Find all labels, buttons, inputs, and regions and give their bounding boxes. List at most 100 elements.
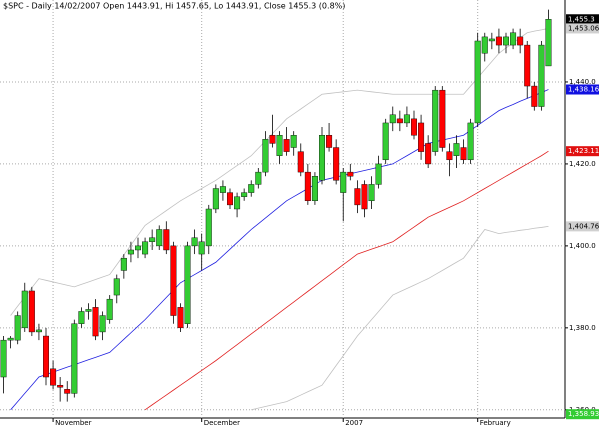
- candle-body: [170, 245, 177, 316]
- candle-body: [517, 36, 524, 46]
- candle-body: [163, 229, 170, 251]
- candle-body: [212, 188, 219, 210]
- candle-body: [269, 135, 276, 144]
- x-tick-label: 2007: [345, 419, 363, 427]
- candle-body: [311, 176, 318, 202]
- candle-body: [134, 245, 141, 251]
- candle-body: [64, 389, 71, 394]
- candle-body: [368, 184, 375, 202]
- candle-body: [50, 368, 57, 386]
- candle-body: [248, 184, 255, 193]
- axis-badge: [566, 146, 599, 157]
- candle-body: [304, 171, 311, 202]
- candle-body: [382, 122, 389, 161]
- candle-body: [403, 114, 410, 124]
- candle-body: [389, 114, 396, 124]
- axis-badge: [566, 409, 599, 420]
- indicator-line: [144, 150, 549, 411]
- candle-body: [184, 245, 191, 324]
- y-tick-label: 1,380.0: [569, 324, 596, 332]
- badge-label: 1,423.11: [568, 147, 599, 155]
- candle-body: [474, 40, 481, 124]
- candle-body: [120, 257, 127, 271]
- candle-body: [495, 36, 502, 46]
- candle-body: [43, 335, 50, 378]
- indicator-line: [10, 28, 549, 316]
- candle-body: [425, 143, 432, 165]
- candle-body: [361, 184, 368, 210]
- candle-body: [481, 36, 488, 54]
- candle-body: [191, 237, 198, 247]
- candle-body: [14, 315, 21, 341]
- candle-body: [510, 32, 517, 46]
- badge-label: 1,455.3: [568, 15, 595, 23]
- axis-badge: [566, 221, 599, 232]
- badge-label: 1,404.76: [568, 222, 600, 230]
- candle-body: [340, 171, 347, 193]
- candle-body: [226, 192, 233, 206]
- candle-body: [7, 337, 14, 341]
- candle-body: [177, 307, 184, 329]
- candle-body: [85, 309, 92, 312]
- candle-body: [326, 135, 333, 148]
- y-tick-label: 1,440.0: [569, 78, 596, 86]
- candle-body: [255, 171, 262, 185]
- candle-body: [0, 339, 7, 378]
- candle-body: [418, 122, 425, 152]
- candle-body: [545, 19, 552, 67]
- candle-body: [333, 147, 340, 181]
- indicator-line: [10, 89, 549, 411]
- candle-body: [198, 241, 205, 255]
- candle-body: [219, 186, 226, 193]
- axis-badge: [566, 84, 599, 95]
- candle-body: [149, 237, 156, 242]
- x-tick-label: November: [55, 419, 92, 427]
- candle-body: [276, 135, 283, 156]
- chart-title: $SPC - Daily 14/02/2007 Open 1443.91, Hi…: [3, 2, 345, 11]
- candle-body: [106, 298, 113, 320]
- candle-body: [113, 278, 120, 296]
- candle-body: [35, 329, 42, 333]
- indicator-line: [251, 225, 549, 411]
- candle-body: [396, 118, 403, 124]
- candle-body: [262, 139, 269, 173]
- candle-body: [71, 323, 78, 394]
- candle-body: [205, 208, 212, 247]
- candle-body: [439, 89, 446, 148]
- candle-body: [319, 135, 326, 181]
- candle-body: [92, 307, 99, 337]
- candle-body: [488, 38, 495, 42]
- candle-body: [446, 151, 453, 161]
- candle-body: [432, 89, 439, 152]
- x-tick-label: December: [204, 419, 240, 427]
- candle-body: [538, 44, 545, 107]
- candle-body: [283, 139, 290, 152]
- candle-body: [297, 151, 304, 173]
- badge-label: 1,358.93: [568, 410, 599, 418]
- candle-body: [21, 290, 28, 329]
- candle-body: [411, 118, 418, 136]
- candle-body: [234, 196, 241, 210]
- y-tick-label: 1,420.0: [569, 160, 596, 168]
- x-tick-label: February: [480, 419, 511, 427]
- candle-body: [290, 135, 297, 148]
- candle-body: [503, 36, 510, 46]
- candle-body: [156, 229, 163, 247]
- y-tick-label: 1,400.0: [569, 242, 596, 250]
- candle-body: [99, 315, 106, 333]
- candle-body: [531, 85, 538, 107]
- axis-badge: [566, 23, 599, 34]
- axis-badge: [566, 14, 599, 25]
- candle-body: [28, 290, 35, 333]
- candle-body: [241, 192, 248, 197]
- badge-label: 1,438.16: [568, 86, 600, 94]
- candle-body: [453, 143, 460, 156]
- candle-body: [524, 44, 531, 87]
- candle-body: [467, 122, 474, 161]
- candle-body: [57, 385, 64, 388]
- candle-body: [347, 171, 354, 177]
- candle-body: [375, 163, 382, 185]
- candle-body: [354, 188, 361, 206]
